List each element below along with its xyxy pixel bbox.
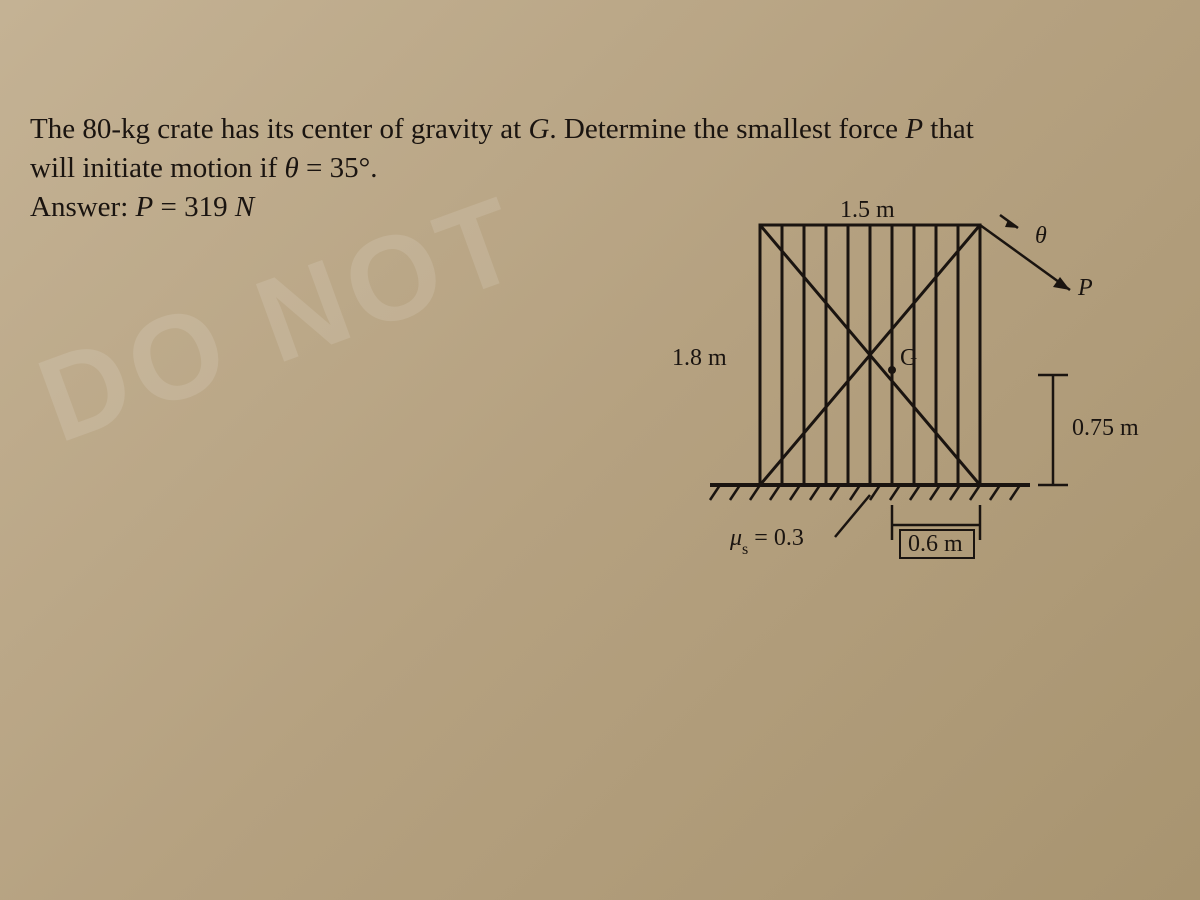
var-p: P [136,191,154,223]
var-p: P [905,113,923,145]
text-frag: that [923,113,974,145]
dim-right-label: 0.75 m [1072,415,1139,441]
answer-label: Answer: [30,191,136,223]
p-label: P [1077,275,1093,301]
dim-top-label: 1.5 m [840,197,895,223]
unit-n: N [235,191,254,223]
text-frag: . Determine the smallest force [549,113,905,145]
dim-bottom-label: 0.6 m [908,531,963,557]
mu-label: μs = 0.3 [729,525,804,558]
g-point [888,366,896,374]
text-frag: = 35°. [299,152,378,184]
mu-leader [835,495,870,537]
var-theta: θ [285,152,299,184]
answer-value: = 319 [153,191,235,223]
text-frag: The 80-kg crate has its center of gravit… [30,113,528,145]
theta-label: θ [1035,223,1047,249]
force-p-arrow [980,225,1070,290]
text-frag: will initiate motion if [30,152,285,184]
g-label: G [900,345,917,371]
dim-left-label: 1.8 m [672,345,727,371]
crate-diagram: 1.5 m G 1.8 m [640,195,1160,575]
var-g: G [528,113,549,145]
ground-hatching [710,485,1020,500]
